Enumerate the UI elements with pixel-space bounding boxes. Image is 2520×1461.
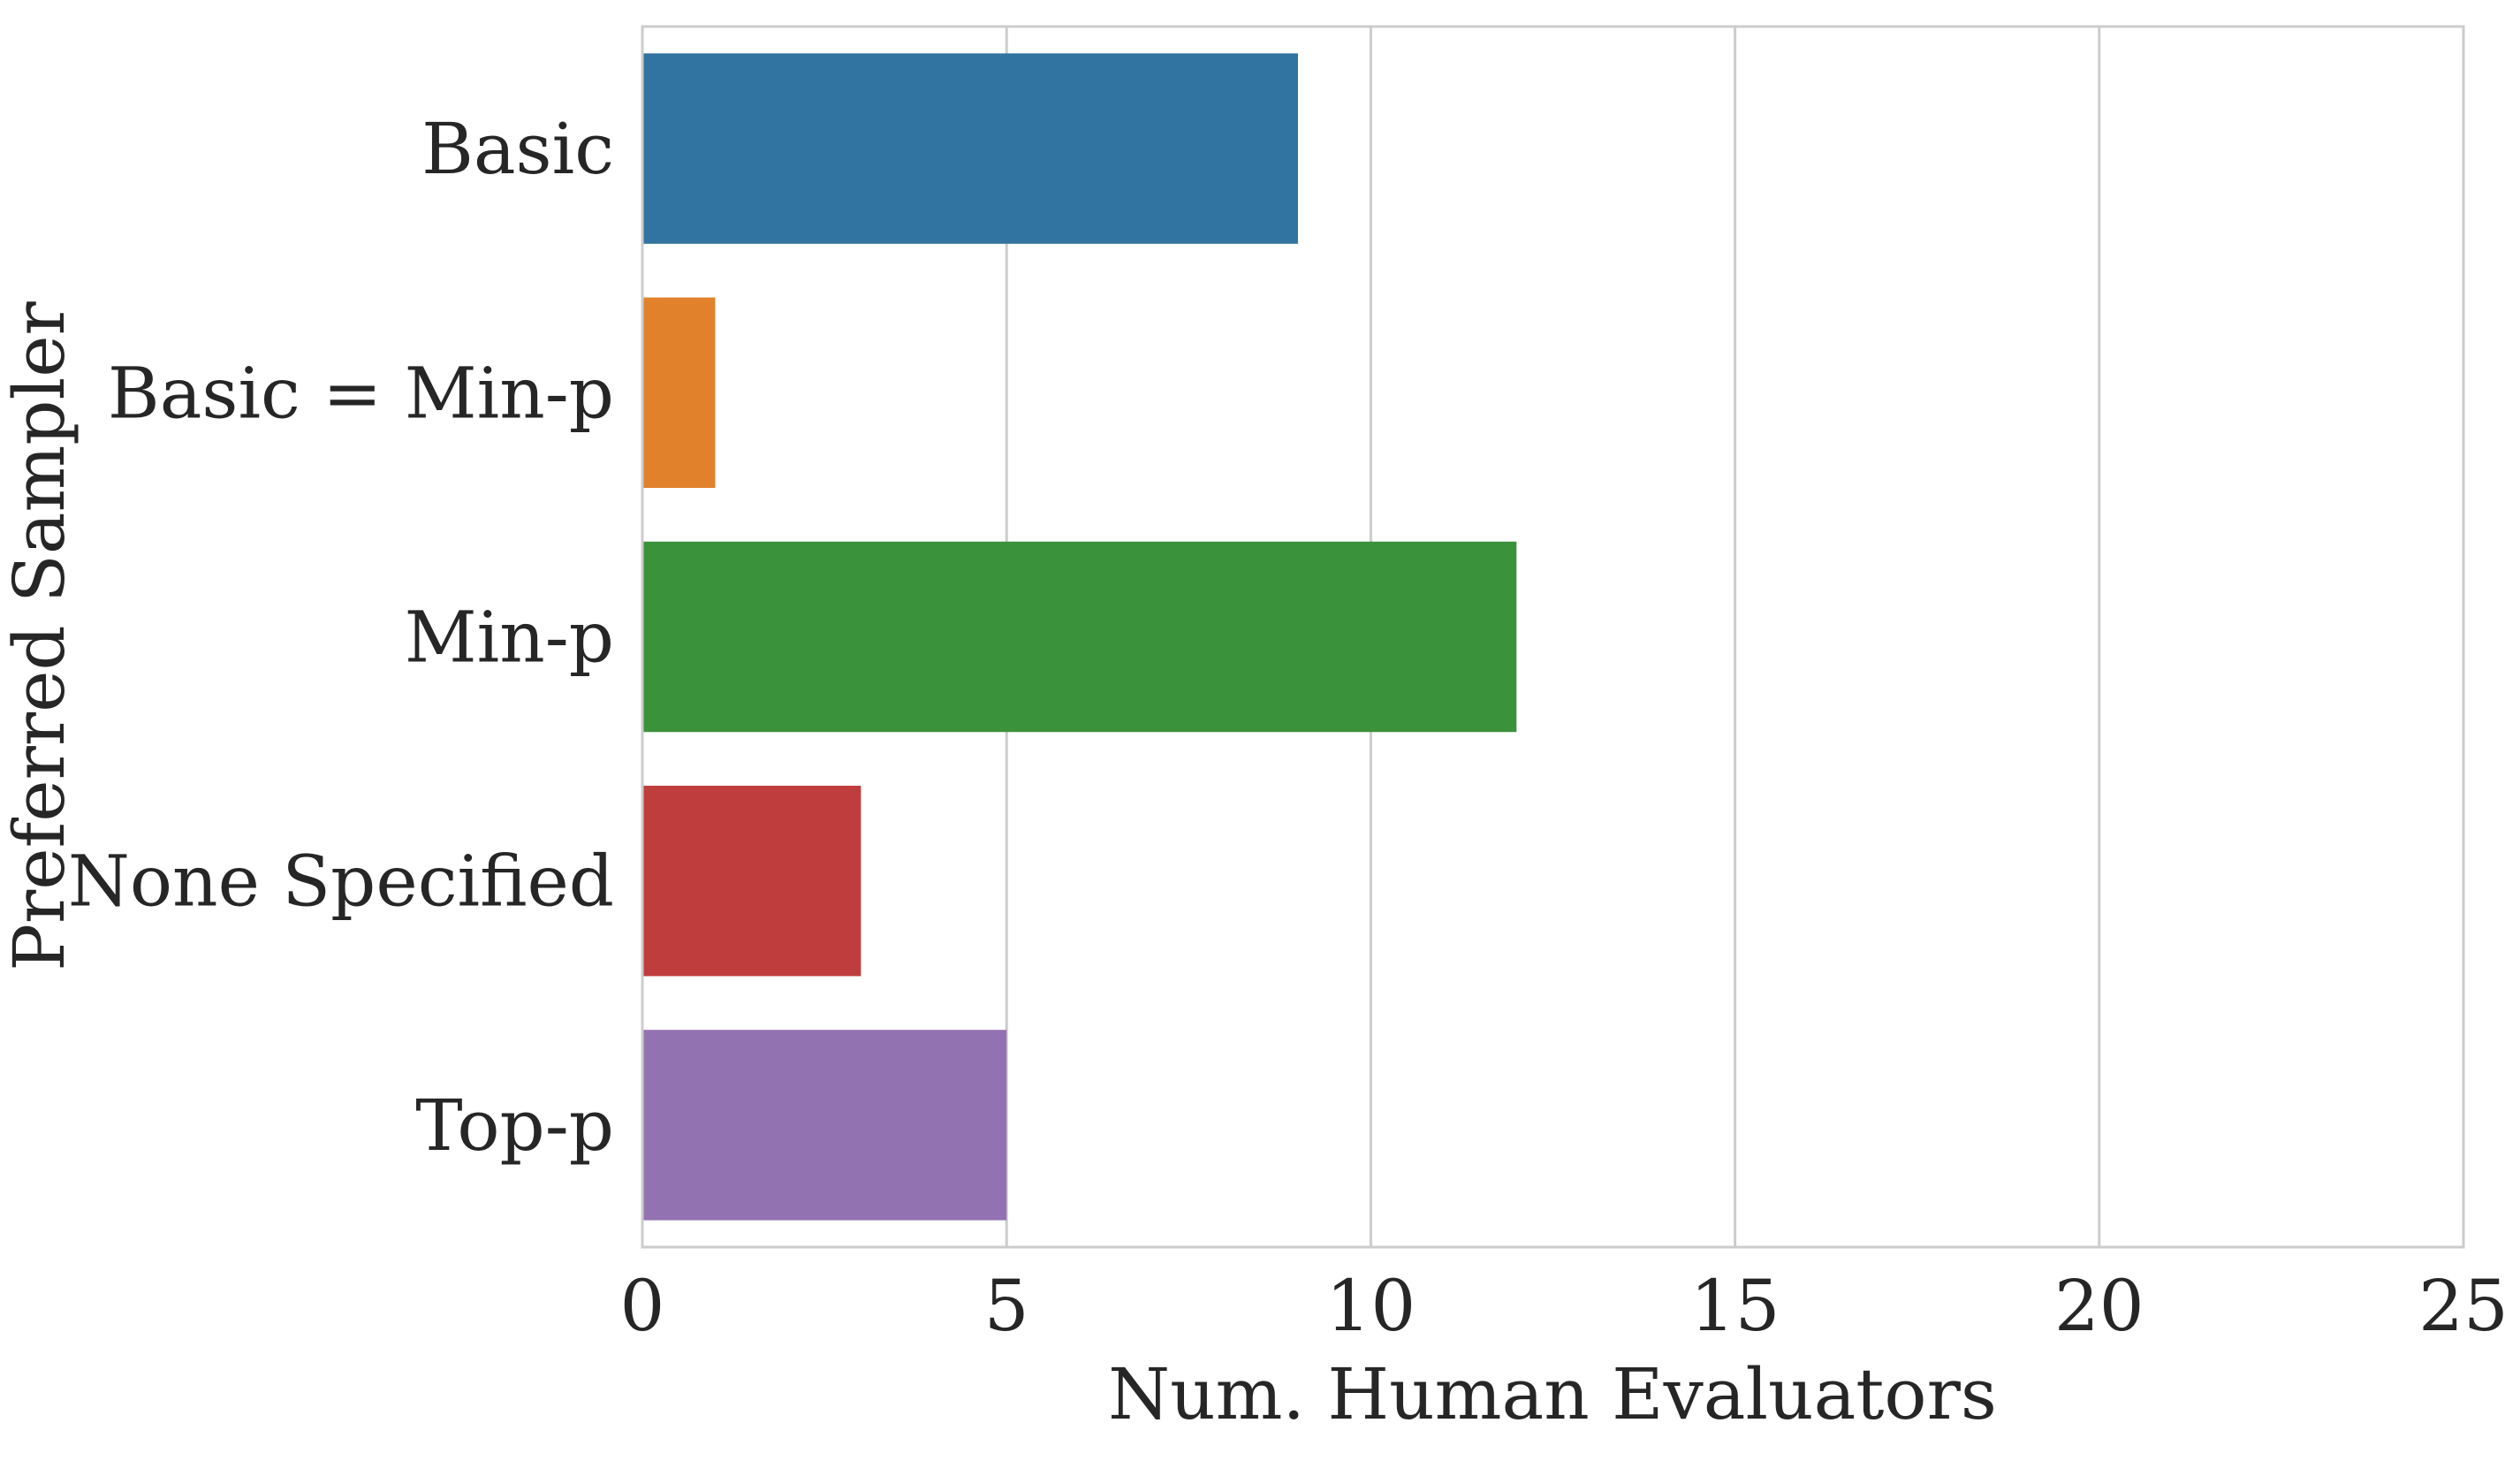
x-tick-label: 5 (984, 1265, 1029, 1347)
y-tick-label: Basic (421, 108, 614, 190)
x-axis-title: Num. Human Evaluators (1108, 1353, 1997, 1435)
x-tick-label: 15 (1690, 1265, 1780, 1347)
y-tick-labels: Basic Basic = Min-p Min-p None Specified Top… (68, 108, 614, 1167)
y-tick-label: None Specified (68, 841, 614, 923)
bar-basic-min-p (642, 297, 716, 489)
bar-min-p (642, 541, 1517, 733)
x-tick-label: 10 (1326, 1265, 1416, 1347)
x-tick-label: 20 (2054, 1265, 2144, 1347)
x-tick-label: 25 (2418, 1265, 2509, 1347)
bars (642, 53, 1517, 1221)
x-tick-label: 0 (620, 1265, 665, 1347)
plot-frame (641, 25, 2465, 1249)
bar-top-p (642, 1030, 1007, 1221)
bar-none-specified (642, 785, 862, 977)
y-tick-label: Basic = Min-p (108, 352, 614, 434)
y-axis-title: Preferred Sampler (0, 301, 80, 970)
bar-basic (642, 53, 1298, 244)
y-tick-label: Min-p (405, 597, 614, 679)
y-tick-label: Top-p (415, 1084, 614, 1167)
x-tick-labels: 0 5 10 15 20 25 (620, 1265, 2509, 1347)
